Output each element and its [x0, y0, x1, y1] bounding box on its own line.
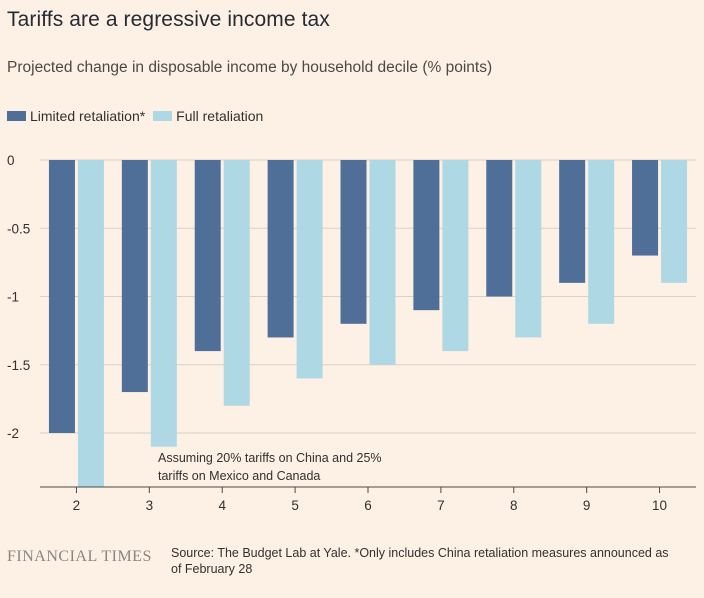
legend-swatch-full [153, 111, 173, 121]
bar-full-retaliation [150, 160, 177, 447]
x-tick-label: 10 [652, 498, 667, 513]
y-tick-label: 0 [7, 153, 15, 168]
x-tick-label: 5 [291, 498, 299, 513]
ft-logo: FINANCIAL TIMES [7, 548, 152, 565]
legend: Limited retaliation* Full retaliation [7, 108, 271, 124]
bar-full-retaliation [223, 160, 250, 406]
annotation-line-2: tariffs on Mexico and Canada [158, 469, 320, 483]
bar-full-retaliation [369, 160, 396, 365]
legend-item-limited: Limited retaliation* [7, 108, 145, 124]
legend-item-full: Full retaliation [153, 108, 263, 124]
y-tick-label: -1.5 [7, 358, 30, 373]
bars [48, 160, 688, 487]
x-tick-label: 8 [510, 498, 518, 513]
annotation-line-1: Assuming 20% tariffs on China and 25% [158, 451, 382, 465]
bar-limited-retaliation [486, 160, 513, 297]
bar-full-retaliation [588, 160, 615, 324]
x-tick-label: 7 [437, 498, 445, 513]
x-axis: 2 3 4 5 6 7 8 9 10 [40, 486, 696, 513]
legend-label-full: Full retaliation [176, 108, 264, 124]
bar-full-retaliation [515, 160, 542, 338]
bar-limited-retaliation [194, 160, 221, 352]
x-tick-label: 9 [583, 498, 591, 513]
bar-full-retaliation [296, 160, 323, 379]
bar-full-retaliation [77, 160, 104, 487]
bar-limited-retaliation [413, 160, 440, 311]
y-tick-label: -2 [7, 426, 19, 441]
x-tick-label: 3 [146, 498, 154, 513]
bar-limited-retaliation [267, 160, 294, 338]
chart-title: Tariffs are a regressive income tax [7, 8, 330, 31]
annotation: Assuming 20% tariffs on China and 25% ta… [158, 451, 382, 483]
bar-limited-retaliation [48, 160, 75, 433]
legend-swatch-limited [7, 111, 26, 121]
x-tick-label: 2 [73, 498, 81, 513]
bar-limited-retaliation [121, 160, 148, 393]
y-tick-label: -0.5 [7, 221, 30, 236]
bar-limited-retaliation [559, 160, 586, 283]
chart-subtitle: Projected change in disposable income by… [7, 59, 493, 76]
bar-limited-retaliation [632, 160, 659, 256]
x-tick-label: 4 [218, 498, 226, 513]
bar-limited-retaliation [340, 160, 367, 324]
source-note: Source: The Budget Lab at Yale. *Only in… [171, 546, 669, 576]
x-tick-label: 6 [364, 498, 372, 513]
y-tick-label: -1 [7, 290, 19, 305]
legend-label-limited: Limited retaliation* [30, 108, 146, 124]
bar-full-retaliation [442, 160, 469, 352]
bar-full-retaliation [661, 160, 688, 283]
gridlines: 0 -0.5 -1 -1.5 -2 [7, 153, 696, 441]
